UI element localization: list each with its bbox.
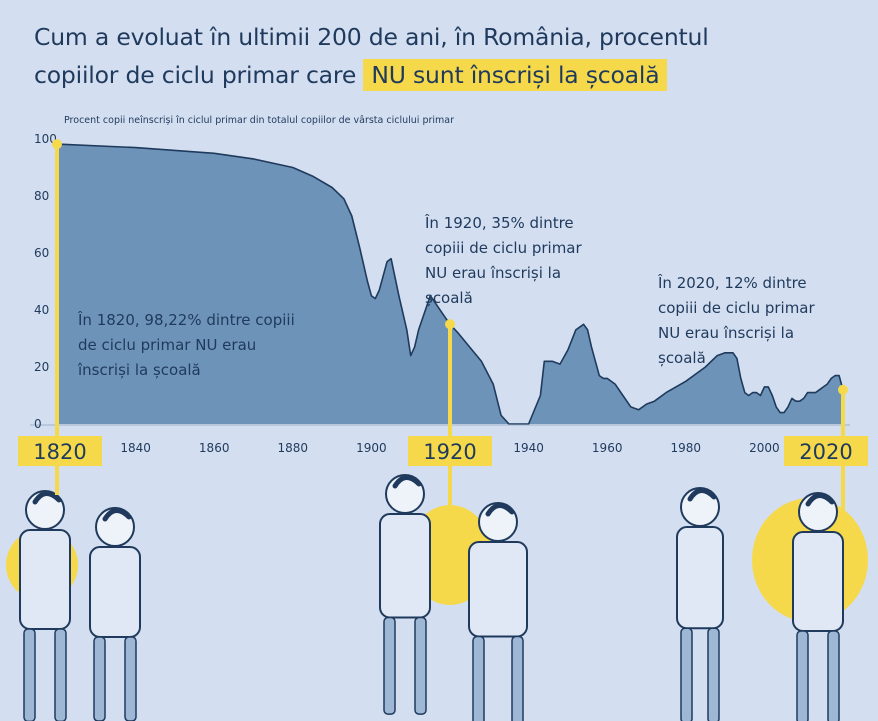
y-tick-label: 40 <box>34 303 49 317</box>
marker-dot-1820 <box>52 139 62 150</box>
y-axis-label: Procent copii neînscriși în ciclul prima… <box>64 115 454 126</box>
x-tick-label: 1840 <box>120 441 151 455</box>
title-line-1: Cum a evoluat în ultimii 200 de ani, în … <box>34 23 709 51</box>
child-hair <box>32 491 62 505</box>
annotation-line: înscriși la școală <box>77 361 201 379</box>
annotation-line: În 2020, 12% dintre <box>657 273 807 292</box>
child-boy-1820 <box>89 507 141 721</box>
x-tick-label: 1860 <box>199 441 230 455</box>
child-body <box>468 541 528 638</box>
x-tick-label: 1980 <box>671 441 702 455</box>
annotation-1820: În 1820, 98,22% dintre copiii de ciclu pr… <box>77 310 295 379</box>
y-tick-label: 60 <box>34 246 49 260</box>
child-hair <box>392 475 422 489</box>
child-body <box>676 526 724 630</box>
year-label-2020: 2020 <box>799 440 852 464</box>
area-line <box>56 143 844 425</box>
child-leg-right <box>511 635 524 721</box>
child-body <box>792 531 844 632</box>
child-leg-right <box>54 628 67 721</box>
year-label-1820: 1820 <box>33 440 86 464</box>
annotation-line: copiii de ciclu primar <box>425 239 582 257</box>
x-tick-label: 1940 <box>513 441 544 455</box>
area-fill <box>57 144 843 424</box>
marker-dot-2020 <box>838 384 848 395</box>
child-leg-right <box>707 627 720 721</box>
year-box-1820 <box>18 436 102 466</box>
x-tick-label: 2000 <box>749 441 780 455</box>
child-leg-right <box>827 630 840 721</box>
marker-dot-1920 <box>445 319 455 330</box>
annotation-line: NU erau înscriși la <box>425 264 561 282</box>
annotation-line: În 1820, 98,22% dintre copiii <box>77 310 295 329</box>
children-illustrations <box>6 474 868 721</box>
annotation-2020: În 2020, 12% dintre copiii de ciclu prima… <box>657 273 815 367</box>
year-box-1920 <box>408 436 492 466</box>
chart-title: Cum a evoluat în ultimii 200 de ani, în … <box>34 18 864 94</box>
year-label-1920: 1920 <box>423 440 476 464</box>
child-boy-2020 <box>676 487 724 721</box>
child-body <box>379 513 431 619</box>
child-hair <box>687 488 717 502</box>
child-hair <box>102 508 132 522</box>
x-tick-label: 1900 <box>356 441 387 455</box>
child-leg-right <box>124 636 137 721</box>
child-girl-1920 <box>468 502 528 721</box>
child-body <box>19 529 71 630</box>
title-line-2-plain: copiilor de ciclu primar care <box>34 61 364 89</box>
annotation-line: În 1920, 35% dintre <box>424 213 574 232</box>
annotation-line: școală <box>425 289 473 307</box>
annotation-line: de ciclu primar NU erau <box>78 336 256 354</box>
y-tick-label: 0 <box>34 417 42 431</box>
title-line-2: copiilor de ciclu primar care NU sunt în… <box>34 56 864 94</box>
child-boy-1920 <box>379 474 431 715</box>
child-leg-right <box>414 616 427 715</box>
child-leg-left <box>93 636 106 721</box>
annotation-line: copiii de ciclu primar <box>658 299 815 317</box>
year-box-2020 <box>784 436 868 466</box>
child-leg-left <box>383 616 396 715</box>
child-girl-2020 <box>792 492 844 721</box>
annotation-1920: În 1920, 35% dintre copiii de ciclu prima… <box>424 213 582 307</box>
y-tick-label: 80 <box>34 189 49 203</box>
x-tick-label: 1960 <box>592 441 623 455</box>
child-hair <box>805 493 835 507</box>
annotation-line: NU erau înscriși la <box>658 324 794 342</box>
title-highlight: NU sunt înscriși la școală <box>363 59 668 91</box>
annotation-line: școală <box>658 349 706 367</box>
child-leg-left <box>680 627 693 721</box>
y-tick-label: 20 <box>34 360 49 374</box>
child-girl-1820 <box>19 490 71 721</box>
child-hair <box>485 503 515 517</box>
child-leg-left <box>796 630 809 721</box>
child-leg-left <box>472 635 485 721</box>
x-tick-label: 1880 <box>278 441 309 455</box>
child-leg-left <box>23 628 36 721</box>
y-tick-label: 100 <box>34 132 57 146</box>
child-body <box>89 546 141 638</box>
